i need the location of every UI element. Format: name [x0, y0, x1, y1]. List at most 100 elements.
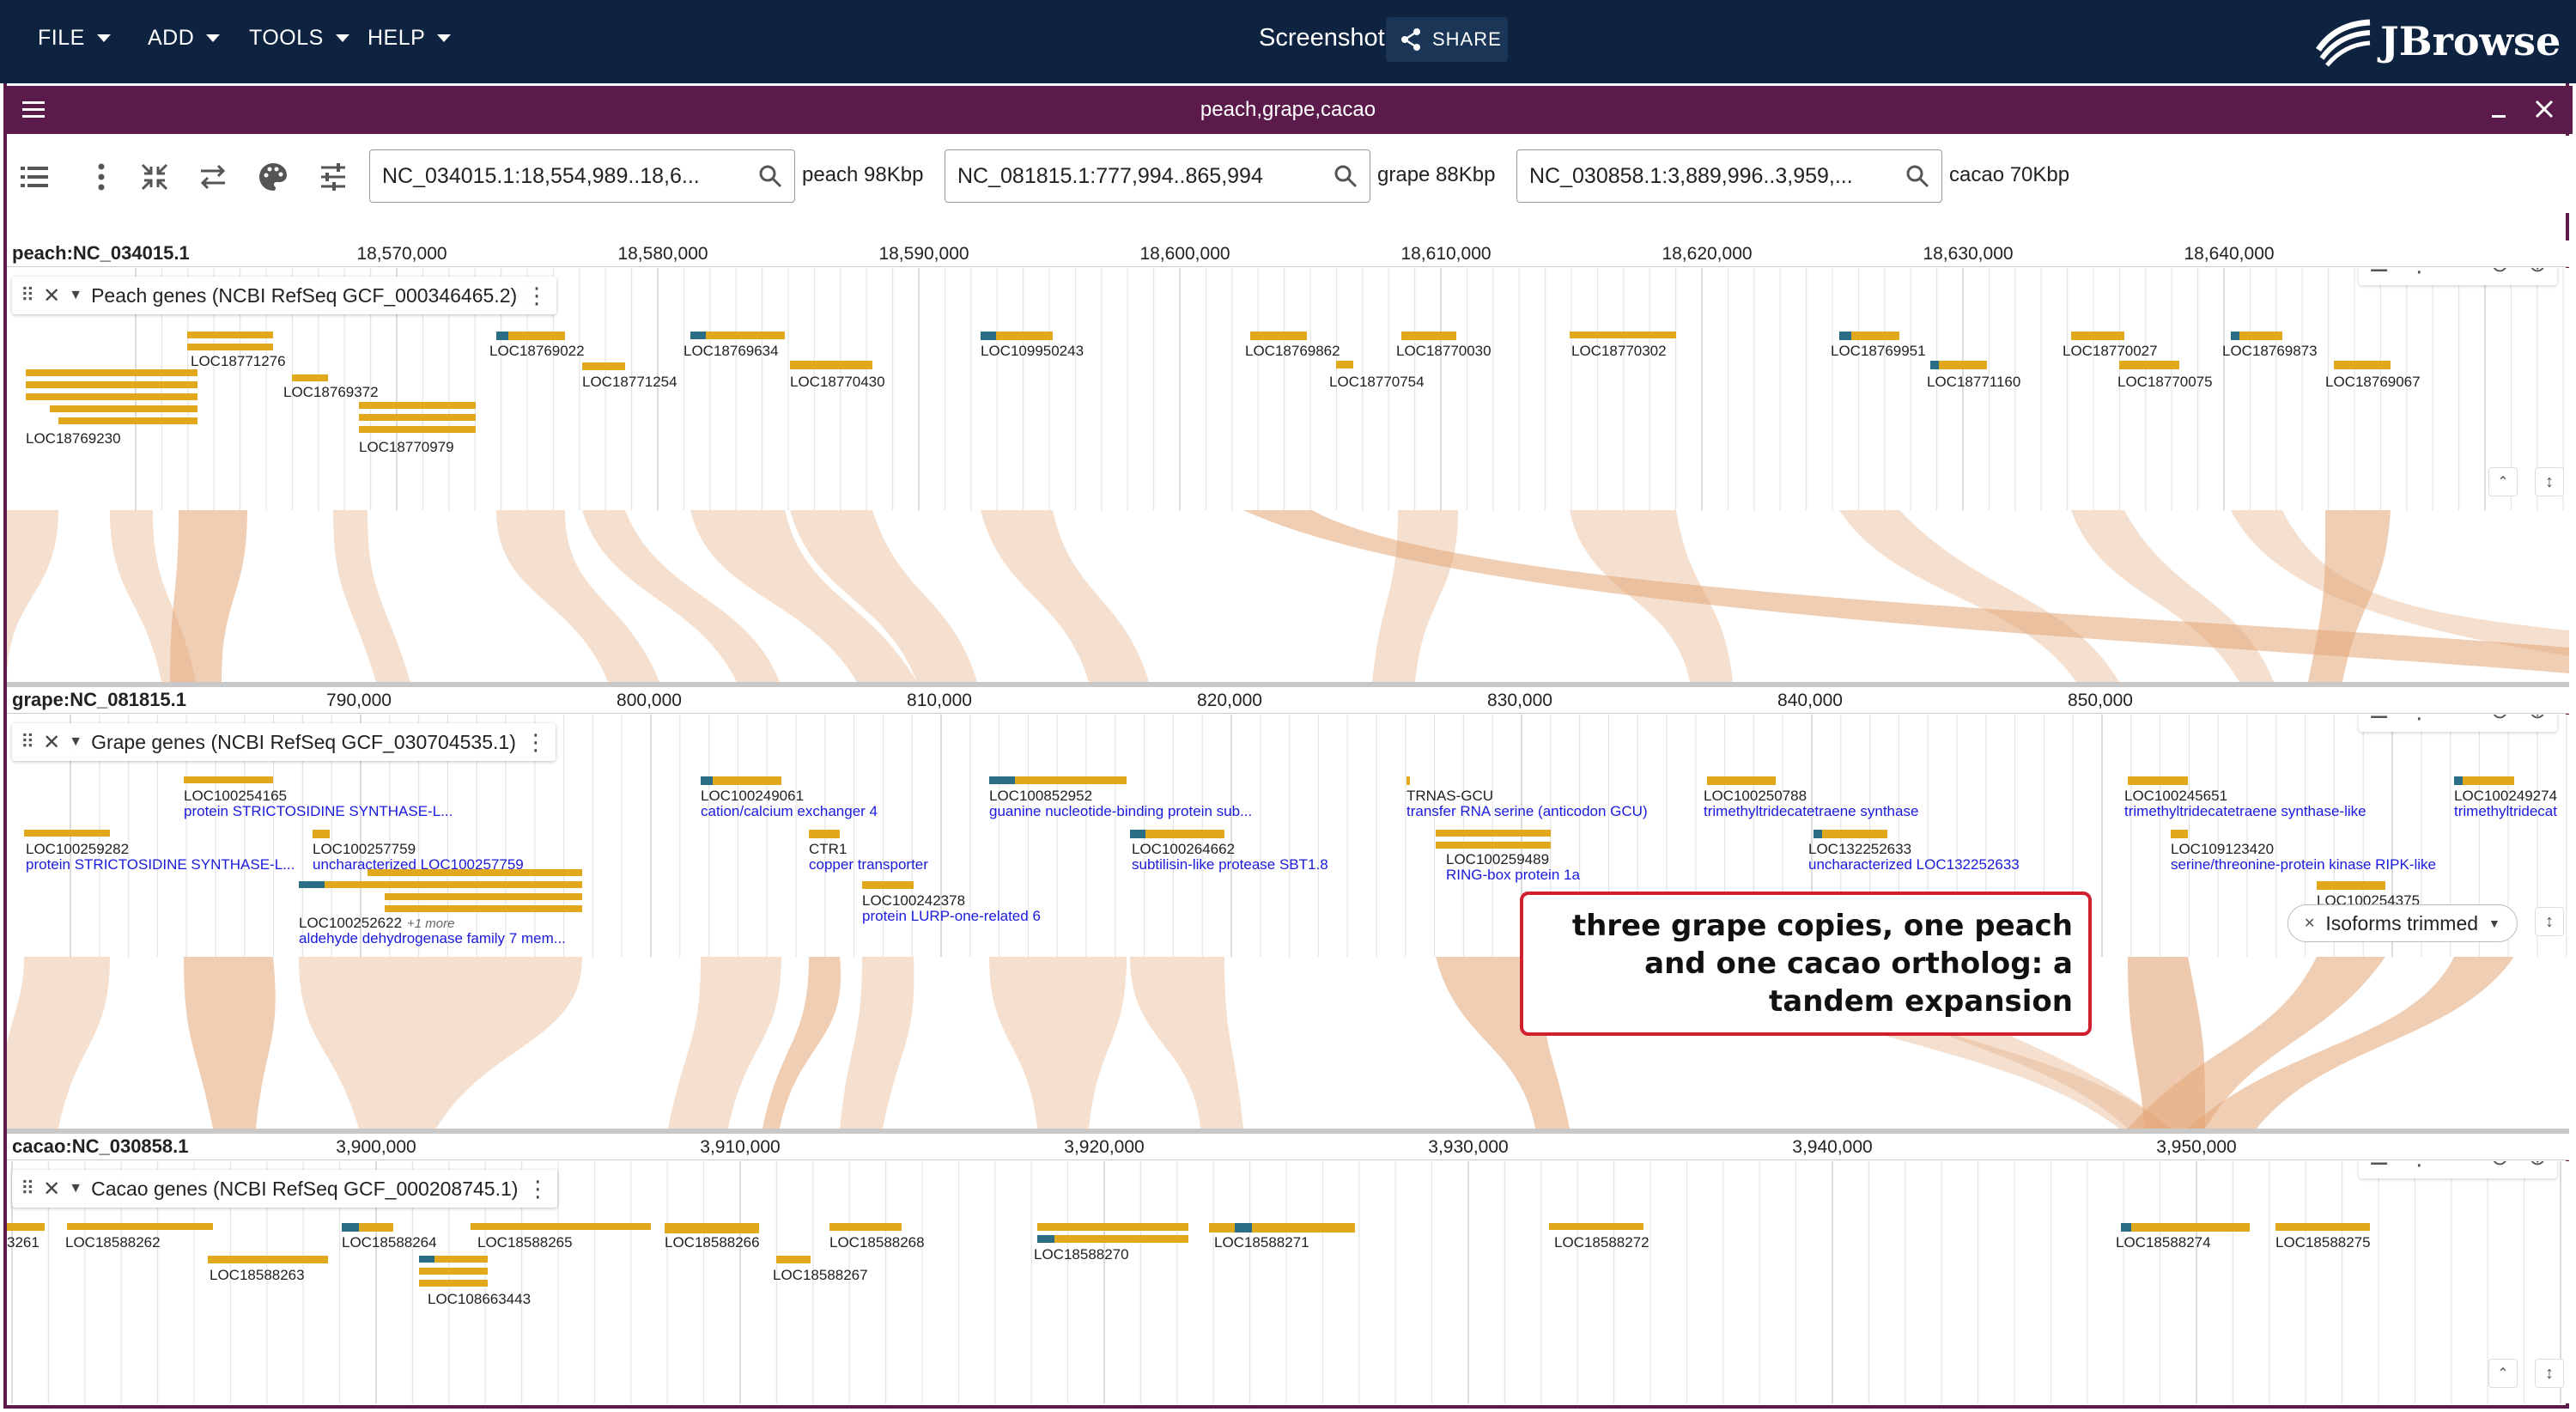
gene-LOC18769873[interactable]	[2231, 332, 2282, 340]
search-icon[interactable]	[1905, 164, 1929, 188]
cacao-ruler[interactable]: cacao:NC_030858.1 3,900,000 3,910,000 3,…	[7, 1134, 2569, 1160]
gene-LOC18769951[interactable]	[1839, 332, 1899, 340]
cacao-track-area[interactable]: 3261 LOC18588262 LOC18588263 LOC18588264…	[7, 1161, 2569, 1403]
cacao-track-label[interactable]: ⠿ ✕ ▼ Cacao genes (NCBI RefSeq GCF_00020…	[12, 1170, 558, 1208]
kebab-icon[interactable]: ⋮	[2408, 1161, 2430, 1171]
more-label[interactable]: +1 more	[407, 916, 454, 931]
close-icon[interactable]: ✕	[43, 283, 61, 307]
collapse-icon[interactable]: ⌃	[2488, 467, 2518, 496]
expand-vertical-icon[interactable]: ↕	[2535, 907, 2564, 936]
gene-LOC18770302[interactable]	[1570, 332, 1676, 338]
gene-LOC18588265[interactable]	[471, 1223, 651, 1230]
zoom-in-icon[interactable]: ⊕	[2528, 1161, 2547, 1171]
grape-ruler[interactable]: grape:NC_081815.1 790,000 800,000 810,00…	[7, 687, 2569, 714]
gene-LOC18769230[interactable]	[26, 369, 197, 424]
gene-LOC18769067[interactable]	[2334, 361, 2391, 369]
add-menu[interactable]: ADD	[148, 26, 221, 51]
kebab-icon[interactable]: ⋮	[2408, 715, 2430, 724]
cacao-location-input[interactable]: NC_030858.1:3,889,996..3,959,...	[1516, 149, 1942, 203]
gene-LOC18770030[interactable]	[1401, 332, 1456, 340]
gene-LOC18771254[interactable]	[582, 362, 625, 370]
help-menu[interactable]: HELP	[368, 26, 452, 51]
session-title[interactable]: Screenshot	[1259, 24, 1385, 52]
gene-3261[interactable]	[7, 1223, 45, 1231]
zoom-out-icon[interactable]: ⊖	[2490, 268, 2509, 277]
track-list-icon[interactable]: ☰	[2369, 268, 2389, 277]
gene-LOC100852952[interactable]	[989, 776, 1127, 784]
drag-handle-icon[interactable]: ⠿	[21, 731, 35, 752]
minimize-icon[interactable]	[2487, 98, 2511, 122]
collapse-icon[interactable]: ⌃	[2488, 1359, 2518, 1388]
gene-LOC18588264[interactable]	[342, 1223, 393, 1232]
gene-LOC100254165[interactable]	[184, 776, 273, 783]
track-list-icon[interactable]: ☰	[2369, 1161, 2389, 1171]
gene-LOC18771276[interactable]	[187, 332, 273, 350]
minimize-icon[interactable]: —	[2449, 1161, 2471, 1171]
zoom-out-icon[interactable]: ⊖	[2490, 715, 2509, 724]
gene-LOC108663443[interactable]	[419, 1256, 488, 1287]
hamburger-icon[interactable]	[21, 98, 48, 122]
zoom-in-icon[interactable]: ⊕	[2528, 715, 2547, 724]
gene-LOC100250788[interactable]	[1707, 776, 1776, 785]
tune-icon[interactable]	[318, 161, 349, 192]
chevron-down-icon[interactable]: ▼	[69, 734, 83, 749]
expand-vertical-icon[interactable]: ↕	[2535, 1359, 2564, 1388]
kebab-icon[interactable]: ⋮	[524, 728, 547, 755]
gene-LOC18588275[interactable]	[2275, 1223, 2370, 1231]
gene-LOC18769372[interactable]	[292, 374, 328, 381]
minimize-icon[interactable]: —	[2449, 268, 2471, 277]
peach-ruler[interactable]: peach:NC_034015.1 18,570,000 18,580,000 …	[7, 240, 2569, 267]
close-icon[interactable]: ✕	[43, 1177, 61, 1201]
drag-handle-icon[interactable]: ⠿	[21, 284, 35, 306]
gene-LOC18588262[interactable]	[67, 1223, 213, 1230]
gene-LOC109950243[interactable]	[981, 332, 1053, 340]
gene-TRNAS-GCU[interactable]	[1406, 776, 1410, 785]
grape-track-area[interactable]: LOC100259282 protein STRICTOSIDINE SYNTH…	[7, 715, 2569, 957]
kebab-icon[interactable]: ⋮	[2408, 268, 2430, 277]
minimize-icon[interactable]: —	[2449, 715, 2471, 724]
peach-track-area[interactable]: LOC18769230 LOC18771276 LOC18769372 LOC1…	[7, 268, 2569, 510]
gene-LOC100249274[interactable]	[2454, 776, 2514, 785]
gene-LOC100245651[interactable]	[2128, 776, 2188, 785]
grape-cacao-synteny[interactable]	[7, 957, 2569, 1129]
collapse-icon[interactable]	[139, 161, 170, 192]
zoom-out-icon[interactable]: ⊖	[2490, 1161, 2509, 1171]
track-list-icon[interactable]	[19, 161, 50, 192]
chevron-down-icon[interactable]: ▼	[69, 1181, 83, 1196]
chevron-down-icon[interactable]: ▼	[69, 288, 83, 302]
view-title[interactable]: peach,grape,cacao	[1200, 98, 1376, 121]
gene-LOC100252622[interactable]	[299, 869, 582, 912]
gene-LOC18588267[interactable]	[776, 1256, 811, 1263]
search-icon[interactable]	[758, 164, 782, 188]
gene-LOC18588271[interactable]	[1209, 1223, 1355, 1232]
file-menu[interactable]: FILE	[38, 26, 111, 51]
gene-LOC100249061[interactable]	[701, 776, 781, 785]
gene-LOC109123420[interactable]	[2171, 830, 2188, 838]
gene-LOC18770075[interactable]	[2119, 361, 2179, 369]
isoforms-chip[interactable]: ✕ Isoforms trimmed ▼	[2287, 904, 2518, 942]
gene-LOC18770979[interactable]	[359, 402, 476, 433]
gene-LOC18770754[interactable]	[1336, 361, 1353, 368]
zoom-in-icon[interactable]: ⊕	[2528, 268, 2547, 277]
kebab-icon[interactable]	[86, 161, 117, 192]
kebab-icon[interactable]: ⋮	[526, 1175, 550, 1202]
gene-LOC100257759[interactable]	[313, 830, 330, 838]
gene-LOC100259282[interactable]	[24, 830, 110, 837]
gene-LOC132252633[interactable]	[1814, 830, 1887, 838]
grape-track-label[interactable]: ⠿ ✕ ▼ Grape genes (NCBI RefSeq GCF_03070…	[12, 723, 556, 761]
gene-LOC18769022[interactable]	[496, 332, 565, 340]
gene-LOC100242378[interactable]	[862, 881, 914, 889]
track-list-icon[interactable]: ☰	[2369, 715, 2389, 724]
gene-LOC18770430[interactable]	[790, 361, 872, 369]
gene-LOC18771160[interactable]	[1930, 361, 1987, 369]
gene-LOC18588266[interactable]	[665, 1223, 759, 1233]
gene-LOC100254375[interactable]	[2317, 881, 2385, 890]
kebab-icon[interactable]: ⋮	[526, 282, 549, 308]
swap-icon[interactable]	[197, 161, 228, 192]
expand-vertical-icon[interactable]: ↕	[2535, 467, 2564, 496]
gene-LOC18770027[interactable]	[2071, 332, 2124, 340]
gene-CTR1[interactable]	[809, 830, 840, 838]
close-icon[interactable]	[2531, 96, 2557, 122]
peach-location-input[interactable]: NC_034015.1:18,554,989..18,6...	[369, 149, 795, 203]
gene-LOC100264662[interactable]	[1130, 830, 1224, 838]
